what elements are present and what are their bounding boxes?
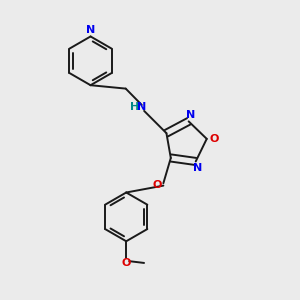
Text: N: N — [86, 25, 95, 35]
Text: O: O — [209, 134, 219, 144]
Text: N: N — [185, 110, 195, 120]
Text: O: O — [152, 180, 161, 190]
Text: N: N — [193, 163, 202, 173]
Text: O: O — [122, 258, 131, 268]
Text: N: N — [136, 102, 146, 112]
Text: H: H — [130, 102, 139, 112]
